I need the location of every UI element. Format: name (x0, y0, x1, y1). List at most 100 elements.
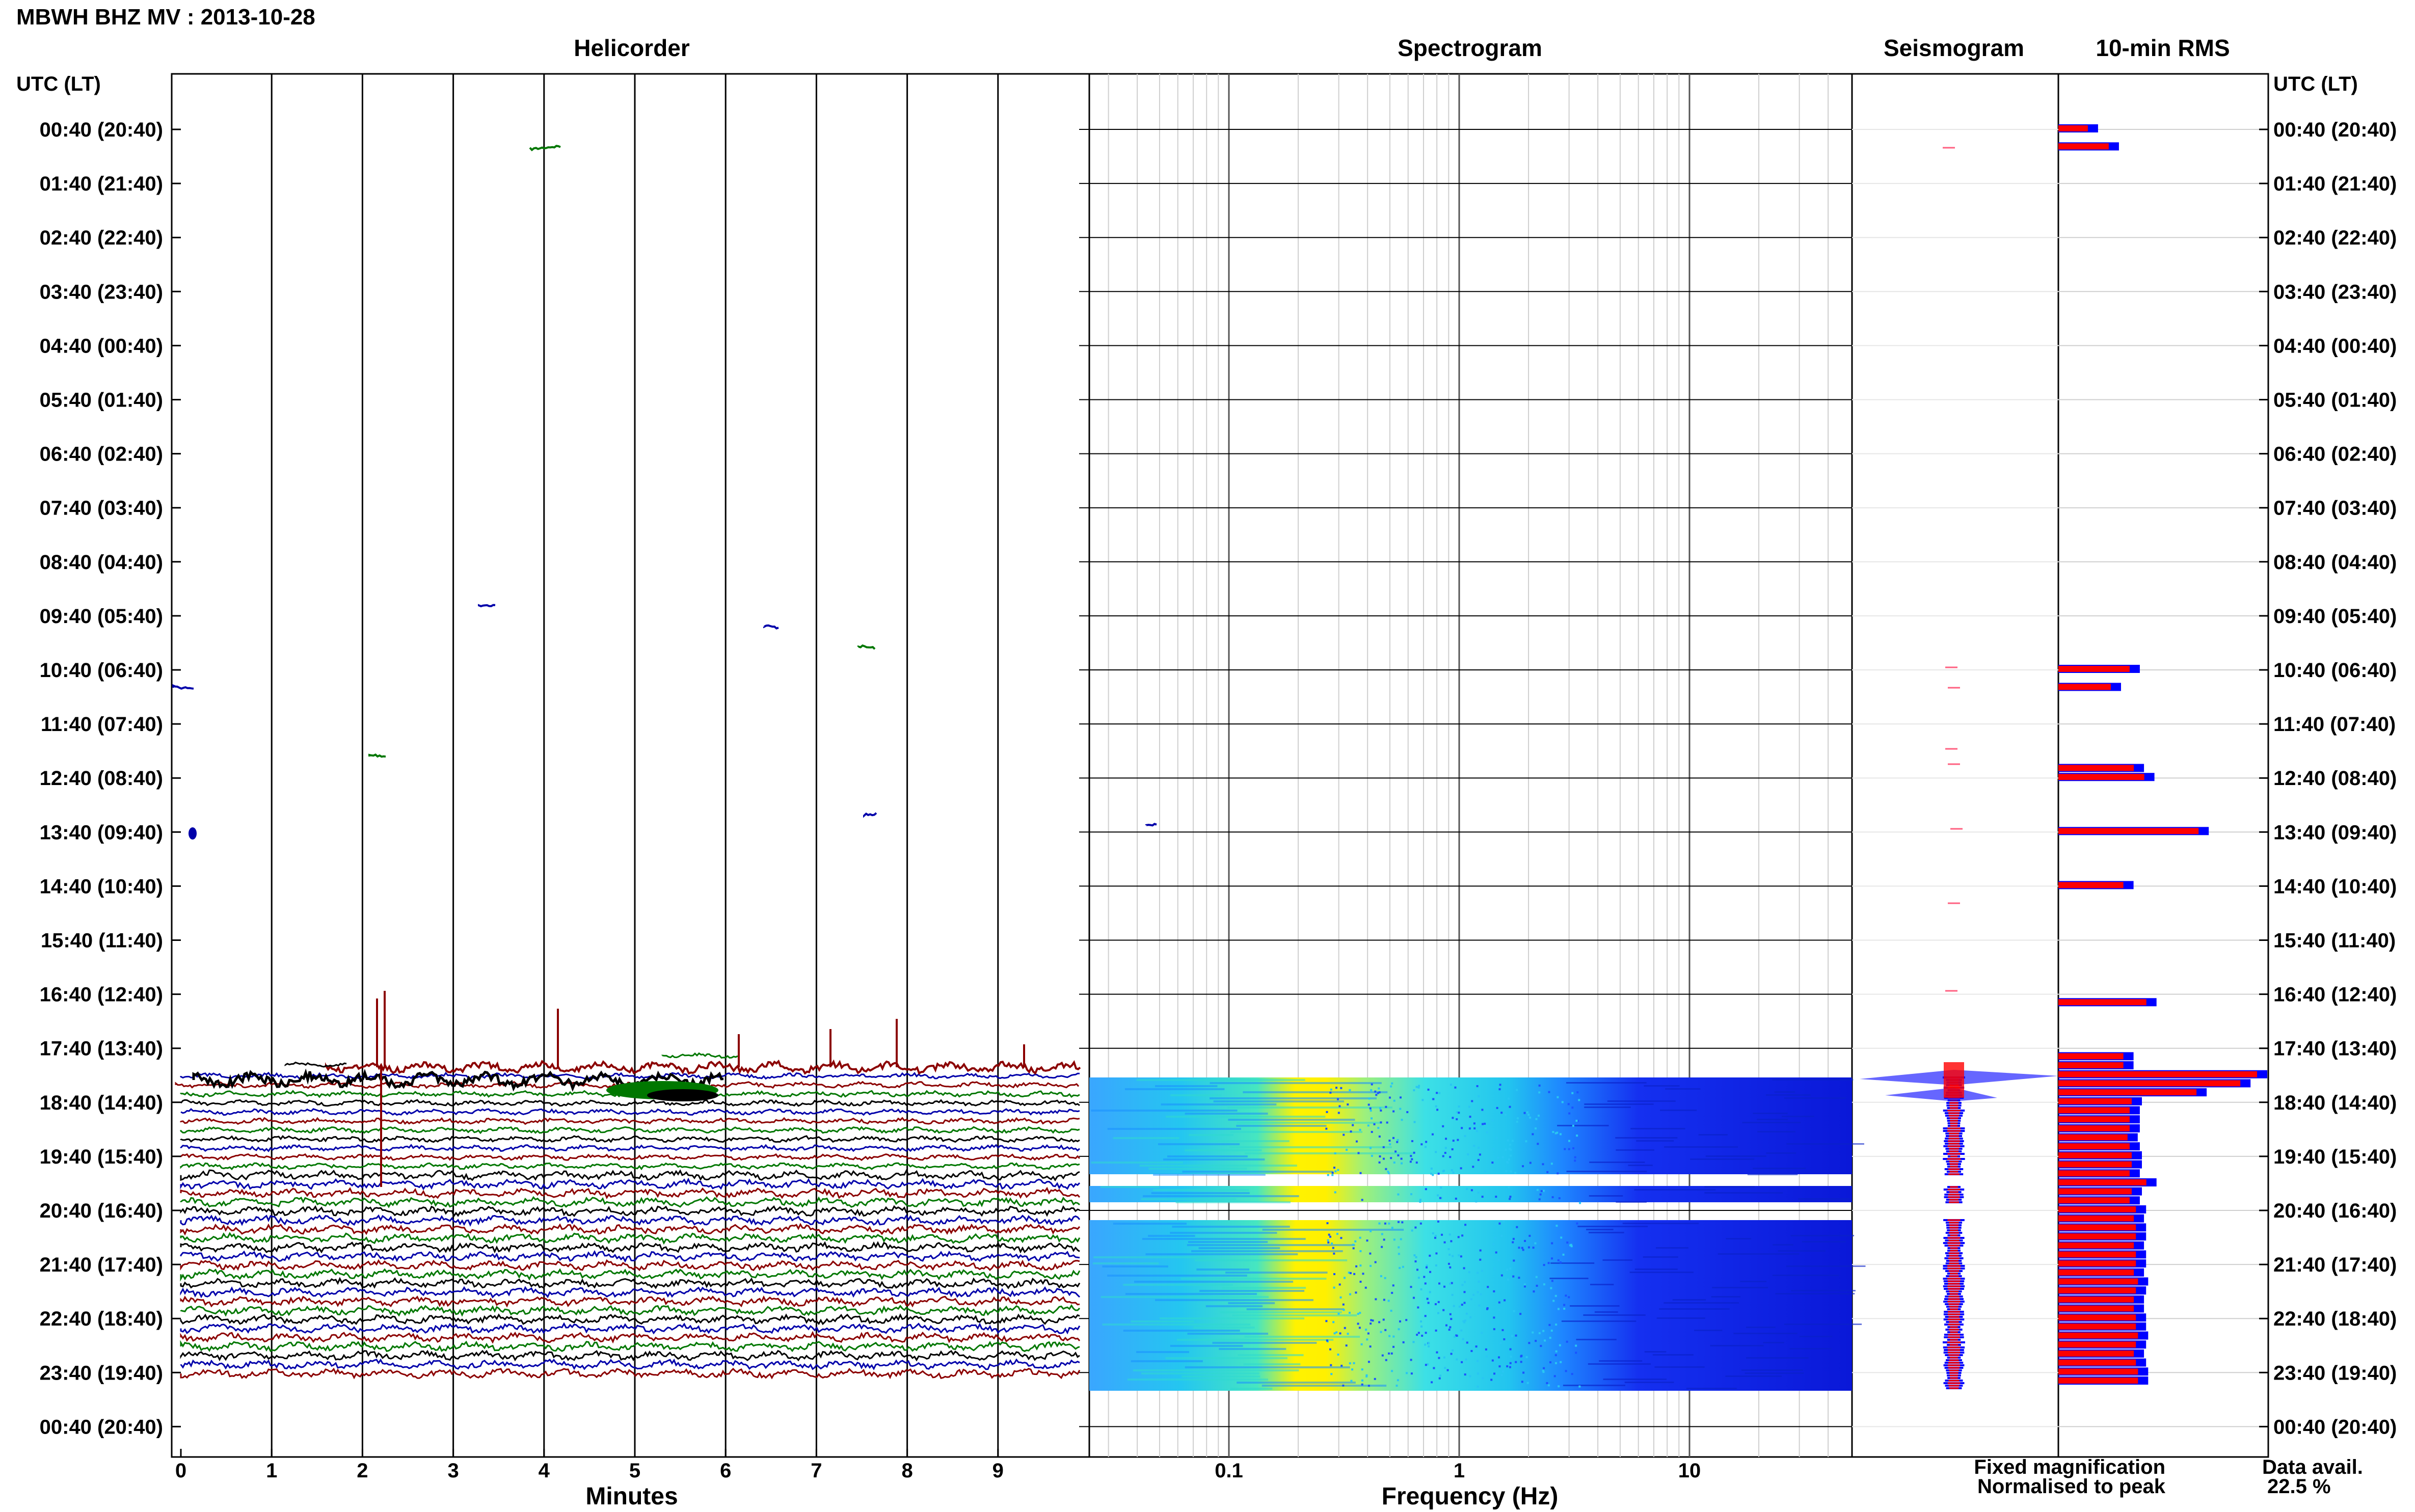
spectrogram-speckle (1495, 1251, 1497, 1254)
spectrogram-streak (1187, 1333, 1269, 1335)
spectrogram-speckle (1504, 1299, 1506, 1302)
spectrogram-streak (1733, 1333, 1797, 1334)
time-tick-label-right: 00:40 (20:40) (2273, 119, 2397, 141)
spectrogram-speckle (1379, 1155, 1381, 1157)
spectrogram-streak (1624, 1382, 1674, 1383)
rms-bar-normalised (2058, 1242, 2134, 1249)
spectrogram-streak (1210, 1140, 1290, 1142)
spectrogram-streak (1161, 1103, 1277, 1105)
spectrogram-speckle (1448, 1253, 1451, 1256)
spectrogram-speckle (1402, 1265, 1404, 1268)
spectrogram-speckle (1378, 1091, 1381, 1094)
spectrogram-speckle (1432, 1174, 1434, 1176)
spectrogram-streak (1799, 1336, 1833, 1337)
spectrogram-speckle (1373, 1123, 1376, 1125)
spectrogram-speckle (1388, 1335, 1391, 1337)
spectrogram-speckle (1460, 1329, 1463, 1332)
spectrogram-speckle (1469, 1316, 1472, 1318)
spectrogram-streak (1091, 1110, 1238, 1112)
spectrogram-speckle (1480, 1293, 1482, 1295)
spectrogram-speckle (1557, 1172, 1559, 1175)
spectrogram-streak (1182, 1171, 1333, 1173)
spectrogram-speckle (1575, 1344, 1577, 1347)
spectrogram-streak (1229, 1146, 1392, 1148)
spectrogram-speckle (1348, 1312, 1351, 1314)
rms-bar-normalised (2058, 1161, 2132, 1168)
spectrogram-speckle (1397, 1139, 1399, 1141)
spectrogram-speckle (1440, 1197, 1442, 1199)
spectrogram-speckle (1497, 1156, 1499, 1159)
spectrogram-streak (1718, 1253, 1800, 1255)
spectrogram-speckle (1477, 1191, 1480, 1194)
spectrogram-streak (1644, 1085, 1680, 1087)
spectrogram-speckle (1547, 1384, 1550, 1387)
spectrogram-speckle (1509, 1148, 1511, 1150)
spectrogram-streak (1148, 1235, 1195, 1237)
spectrogram-speckle (1509, 1348, 1512, 1351)
spectrogram-streak (1170, 1345, 1243, 1347)
spectrogram-speckle (1550, 1163, 1553, 1165)
spectrogram-speckle (1566, 1241, 1569, 1244)
spectrogram-speckle (1494, 1222, 1497, 1225)
spectrogram-streak (1766, 1152, 1796, 1154)
spectrogram-speckle (1478, 1280, 1480, 1283)
spectrogram-speckle (1535, 1276, 1538, 1278)
spectrogram-speckle (1560, 1361, 1562, 1363)
time-tick-label-left: 20:40 (16:40) (40, 1200, 163, 1222)
spectrogram-speckle (1444, 1147, 1447, 1149)
spectrogram-speckle (1413, 1089, 1415, 1092)
time-tick-label-right: 19:40 (15:40) (2273, 1146, 2397, 1168)
spectrogram-speckle (1564, 1148, 1566, 1150)
spectrogram-streak (1220, 1311, 1342, 1313)
rms-bar-normalised (2058, 1341, 2136, 1348)
spectrogram-speckle (1476, 1360, 1479, 1362)
helicorder-x-tick-label: 5 (629, 1460, 640, 1482)
spectrogram-speckle (1486, 1307, 1489, 1310)
spectrogram-speckle (1334, 1170, 1337, 1173)
time-tick-label-left: 07:40 (03:40) (40, 497, 163, 520)
spectrogram-speckle (1527, 1114, 1530, 1116)
panel-frame (171, 73, 1090, 1458)
spectrogram-speckle (1470, 1298, 1472, 1301)
spectrogram-speckle (1375, 1298, 1377, 1301)
spectrogram-speckle (1493, 1316, 1495, 1319)
spectrogram-speckle (1382, 1157, 1385, 1160)
spectrogram-speckle (1369, 1252, 1372, 1255)
spectrogram-speckle (1563, 1304, 1566, 1306)
spectrogram-speckle (1437, 1172, 1440, 1175)
spectrogram-streak (1778, 1250, 1826, 1252)
spectrogram-speckle (1390, 1309, 1392, 1312)
spectrogram-streak (1660, 1110, 1697, 1111)
spectrogram-speckle (1400, 1096, 1402, 1099)
spectrogram-speckle (1560, 1261, 1562, 1264)
spectrogram-streak (1131, 1360, 1203, 1362)
spectrogram-speckle (1421, 1099, 1424, 1101)
spectrogram-speckle (1329, 1091, 1332, 1094)
spectrogram-streak (1576, 1339, 1617, 1340)
spectrogram-speckle (1355, 1140, 1358, 1143)
spectrogram-speckle (1526, 1111, 1528, 1114)
spectrogram-speckle (1485, 1355, 1488, 1358)
rms-bar-normalised (2058, 1314, 2136, 1321)
spectrogram-streak (1194, 1259, 1348, 1261)
spectrogram-speckle (1377, 1092, 1379, 1094)
spectrogram-streak (1185, 1149, 1262, 1151)
spectrogram-speckle (1381, 1233, 1383, 1235)
rms-bar-normalised (2058, 1269, 2134, 1276)
spectrogram-speckle (1470, 1349, 1473, 1352)
spectrogram-speckle (1576, 1135, 1578, 1137)
spectrogram-streak (1222, 1287, 1306, 1289)
spectrogram-speckle (1377, 1127, 1380, 1129)
spectrogram-speckle (1449, 1156, 1452, 1158)
spectrogram-speckle (1401, 1162, 1403, 1165)
spectrogram-streak (1228, 1302, 1275, 1304)
spectrogram-streak (1102, 1324, 1251, 1326)
spectrogram-speckle (1438, 1092, 1441, 1094)
spectrogram-speckle (1415, 1086, 1418, 1088)
spectrogram-speckle (1439, 1374, 1441, 1377)
helicorder-trace (863, 812, 877, 818)
helicorder-x-tick-label: 4 (539, 1460, 550, 1482)
spectrogram-streak (1654, 1366, 1705, 1368)
spectrogram-streak (1131, 1320, 1194, 1322)
